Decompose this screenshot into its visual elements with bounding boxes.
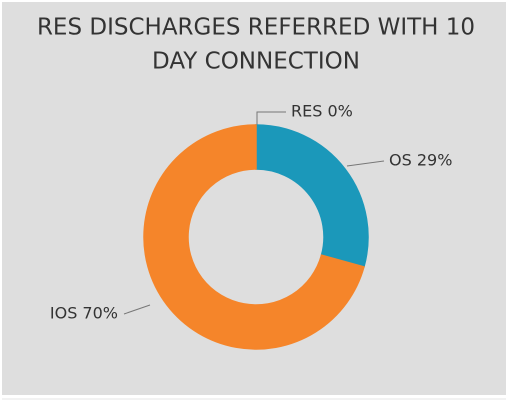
chart-title: DAY CONNECTION bbox=[152, 49, 360, 75]
slice bbox=[143, 124, 365, 350]
slice bbox=[255, 124, 369, 268]
chart-title: RES DISCHARGES REFERRED WITH 10 bbox=[37, 15, 475, 41]
data-label: IOS 70% bbox=[50, 304, 118, 323]
leader-line bbox=[256, 111, 286, 125]
data-label: OS 29% bbox=[389, 151, 452, 170]
data-label: RES 0% bbox=[291, 102, 353, 121]
leader-line bbox=[123, 304, 151, 315]
leader-line bbox=[346, 160, 385, 167]
